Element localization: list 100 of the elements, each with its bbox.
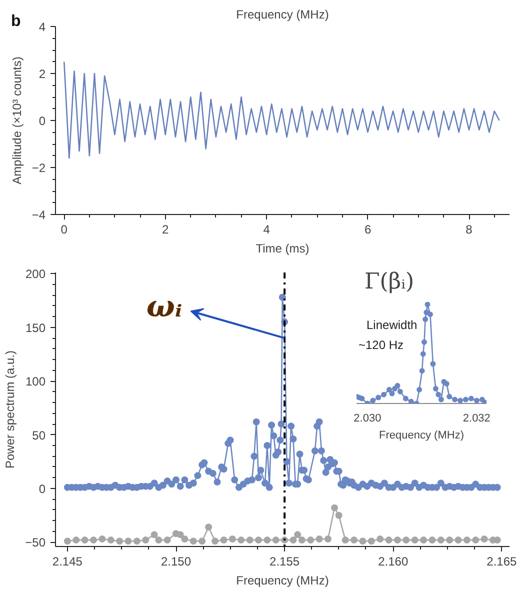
point <box>446 536 454 544</box>
point <box>411 536 418 544</box>
point <box>228 535 236 542</box>
point <box>316 535 323 542</box>
point <box>419 368 425 374</box>
point <box>386 386 392 392</box>
point <box>472 536 480 544</box>
point <box>420 536 428 544</box>
point <box>324 535 332 542</box>
x-axis-title: Frequency (MHz) <box>379 430 464 442</box>
point <box>394 536 401 544</box>
x-tick-label: 2.145 <box>52 554 83 568</box>
point <box>402 536 410 544</box>
point <box>394 382 400 388</box>
annotation: ωᵢ <box>146 290 182 325</box>
y-tick-label: −2 <box>32 161 46 175</box>
point <box>272 536 280 544</box>
point <box>422 316 428 322</box>
point <box>402 396 408 402</box>
point <box>370 398 376 404</box>
point <box>98 535 106 542</box>
point <box>90 536 97 544</box>
x-axis-title: Frequency (MHz) <box>236 574 329 588</box>
point <box>150 531 158 538</box>
point <box>468 396 474 402</box>
point <box>220 536 228 544</box>
point <box>454 536 462 544</box>
x-tick-label: 2.030 <box>354 412 382 424</box>
point <box>164 536 171 544</box>
y-tick-label: 50 <box>32 428 46 442</box>
text: b <box>11 13 21 30</box>
point <box>212 538 219 545</box>
point <box>124 538 132 545</box>
point <box>427 312 433 318</box>
y-axis-title: Amplitude (×10³ counts) <box>10 56 24 184</box>
point <box>420 351 426 357</box>
y-tick-label: 200 <box>25 267 46 282</box>
point <box>368 538 375 545</box>
point <box>430 361 436 367</box>
point <box>246 536 254 544</box>
point <box>181 535 188 542</box>
x-tick-label: 2.160 <box>378 554 408 568</box>
y-tick-label: 0 <box>38 482 46 496</box>
point <box>482 400 486 404</box>
y-tick-label: −4 <box>32 208 46 222</box>
point <box>474 398 480 404</box>
point <box>342 536 349 544</box>
point <box>452 396 458 402</box>
annotation: Linewidth <box>366 318 418 332</box>
text: Frequency (MHz) <box>236 8 329 22</box>
x-tick-label: 2.165 <box>486 554 518 568</box>
point <box>437 536 444 544</box>
point <box>421 339 427 345</box>
x-tick-label: 0 <box>60 222 68 236</box>
point <box>133 538 140 545</box>
point <box>462 396 468 402</box>
point <box>190 538 197 545</box>
point <box>408 398 414 404</box>
point <box>198 538 206 545</box>
point <box>359 538 366 545</box>
x-tick-label: 8 <box>466 222 473 236</box>
point <box>176 531 184 538</box>
point <box>385 536 392 544</box>
x-tick-label: 4 <box>263 222 270 236</box>
point <box>424 310 430 316</box>
point <box>298 536 306 544</box>
point <box>72 536 80 544</box>
y-tick-label: −50 <box>25 536 46 550</box>
point <box>424 302 430 308</box>
point <box>458 398 464 404</box>
point <box>142 536 150 544</box>
point <box>480 535 488 542</box>
x-tick-label: 2.155 <box>270 554 300 568</box>
x-tick-label: 6 <box>364 222 372 236</box>
point <box>444 380 450 386</box>
line-series <box>63 61 500 159</box>
point <box>81 536 88 544</box>
point <box>294 531 302 538</box>
y-tick-label: 4 <box>38 20 46 34</box>
point <box>416 386 422 392</box>
point <box>381 392 387 398</box>
x-tick-label: 2 <box>162 222 169 236</box>
point <box>238 536 245 544</box>
y-tick-label: 2 <box>38 67 46 81</box>
point <box>432 386 438 392</box>
y-tick-label: 150 <box>25 320 46 335</box>
x-axis-title: Time (ms) <box>256 242 310 256</box>
point <box>205 524 212 531</box>
point <box>255 536 262 544</box>
x-tick-label: 2.150 <box>160 554 192 568</box>
point <box>376 535 384 542</box>
point <box>446 394 452 400</box>
point <box>428 536 436 544</box>
point <box>331 504 338 512</box>
point <box>359 396 365 402</box>
point <box>64 538 71 545</box>
point <box>438 396 444 402</box>
y-tick-label: 0 <box>38 114 46 128</box>
point <box>389 390 395 396</box>
chart-title: Γ(βᵢ) <box>364 270 414 294</box>
